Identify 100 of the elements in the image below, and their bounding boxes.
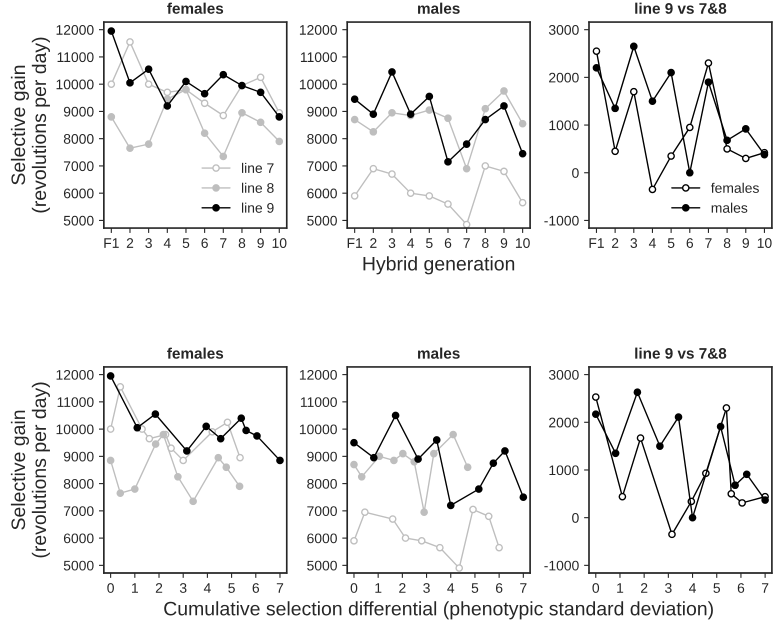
x-tick-label: 7 [220, 238, 226, 248]
x-tick-label: 3 [630, 238, 638, 248]
x-axis-title: Cumulative selection differential (phenotypic standard deviation) [164, 601, 713, 620]
x-tick-label: 4 [204, 583, 211, 593]
y-tick-label: 8000 [307, 478, 337, 489]
y-tick-label: 6000 [64, 533, 94, 544]
x-tick-label: 5 [668, 238, 674, 248]
y-tick-label: 8000 [64, 478, 94, 489]
x-tick-label: 8 [724, 238, 730, 248]
x-tick-label: 3 [145, 238, 152, 248]
y-tick-label: 7000 [64, 506, 94, 516]
x-axis-title: Hybrid generation [364, 256, 514, 274]
x-tick-label: 1 [132, 583, 138, 593]
y-tick-label: 9000 [64, 452, 94, 462]
x-tick-label: 7 [520, 583, 526, 593]
x-tick-label: 3 [388, 238, 396, 248]
y-tick-label: 10000 [300, 424, 337, 434]
x-tick-label: 4 [447, 583, 454, 593]
x-tick-label: 2 [640, 583, 648, 593]
y-tick-label: 11000 [300, 397, 337, 408]
x-tick-label: 2 [370, 238, 376, 248]
x-tick-label: 9 [257, 238, 264, 248]
y-tick-label: 11000 [300, 52, 337, 62]
y-tick-label: 10000 [56, 80, 94, 90]
y-tick-label: 3000 [548, 25, 579, 35]
x-tick-label: 3 [665, 583, 672, 593]
y-tick-label: 11000 [58, 397, 94, 408]
x-tick-label: 2 [156, 583, 162, 593]
chart-title: females [167, 348, 224, 359]
chart-title: line 9 vs 7&8 [635, 2, 726, 14]
x-tick-label: 5 [182, 238, 190, 248]
x-tick-label: 5 [228, 583, 235, 593]
x-tick-label: 2 [612, 238, 618, 248]
y-tick-label: 7000 [307, 161, 337, 172]
x-tick-label: 6 [686, 238, 694, 248]
x-tick-label: 8 [238, 238, 246, 248]
x-tick-label: 6 [444, 238, 452, 248]
x-tick-label: 0 [592, 583, 600, 593]
chart-title: males [418, 348, 460, 359]
x-tick-label: 5 [426, 238, 433, 248]
chart-title: males [418, 2, 460, 14]
y-tick-label: 6000 [307, 188, 337, 198]
y-tick-label: 12000 [300, 25, 337, 35]
y-tick-label: -1000 [544, 560, 579, 571]
x-tick-label: F1 [104, 238, 119, 248]
x-tick-label: 7 [276, 583, 284, 593]
y-tick-label: 7000 [307, 506, 337, 516]
y-tick-label: -1000 [544, 216, 579, 226]
y-tick-label: 6000 [307, 533, 337, 544]
legend-label: males [712, 202, 748, 213]
y-tick-label: 1000 [549, 120, 579, 130]
y-tick-label: 12000 [300, 370, 337, 380]
x-tick-label: 0 [350, 583, 358, 593]
y-tick-label: 9000 [307, 106, 337, 117]
y-tick-label: 11000 [58, 52, 94, 62]
x-tick-label: 1 [375, 583, 382, 593]
y-tick-label: 5000 [64, 216, 94, 226]
legend-label: females [710, 182, 759, 193]
x-tick-label: 10 [272, 238, 286, 248]
y-tick-label: 6000 [64, 188, 94, 198]
y-tick-label: 5000 [307, 560, 337, 571]
y-tick-label: 3000 [548, 370, 579, 380]
y-tick-label: 0 [572, 168, 579, 178]
x-tick-label: 10 [516, 238, 530, 248]
x-tick-label: 6 [738, 583, 744, 593]
x-tick-label: F1 [590, 238, 604, 248]
x-tick-label: 5 [472, 583, 478, 593]
y-axis-title: Selective gain (revolutions per day) [10, 382, 50, 558]
x-tick-label: 6 [496, 583, 502, 593]
y-tick-label: 2000 [549, 418, 579, 428]
y-tick-label: 12000 [56, 370, 94, 380]
x-tick-label: 1 [617, 583, 624, 593]
x-tick-label: 9 [742, 238, 749, 248]
chart-title: females [167, 2, 224, 14]
y-tick-label: 10000 [300, 80, 337, 90]
y-tick-label: 0 [572, 513, 579, 523]
x-tick-label: 4 [407, 238, 414, 248]
y-tick-label: 7000 [64, 161, 94, 172]
x-tick-label: 6 [252, 583, 260, 593]
y-axis-title: Selective gain (revolutions per day) [10, 38, 50, 212]
x-tick-label: 3 [423, 583, 430, 593]
y-tick-label: 8000 [307, 134, 337, 144]
y-tick-label: 9000 [64, 106, 94, 117]
x-tick-label: 4 [164, 238, 171, 248]
x-tick-label: F1 [348, 238, 362, 248]
x-tick-label: 10 [758, 238, 772, 248]
y-tick-label: 9000 [307, 452, 337, 462]
x-tick-label: 7 [705, 238, 712, 248]
legend-label: line 7 [242, 162, 274, 174]
legend-label: line 9 [242, 202, 274, 213]
y-tick-label: 5000 [64, 560, 94, 571]
x-tick-label: 8 [482, 238, 489, 248]
x-tick-label: 6 [201, 238, 208, 248]
x-tick-label: 9 [500, 238, 508, 248]
x-tick-label: 7 [762, 583, 768, 593]
x-tick-label: 4 [689, 583, 696, 593]
y-tick-label: 10000 [56, 424, 94, 434]
x-tick-label: 2 [399, 583, 406, 593]
x-tick-label: 5 [713, 583, 720, 593]
y-tick-label: 2000 [549, 72, 579, 83]
